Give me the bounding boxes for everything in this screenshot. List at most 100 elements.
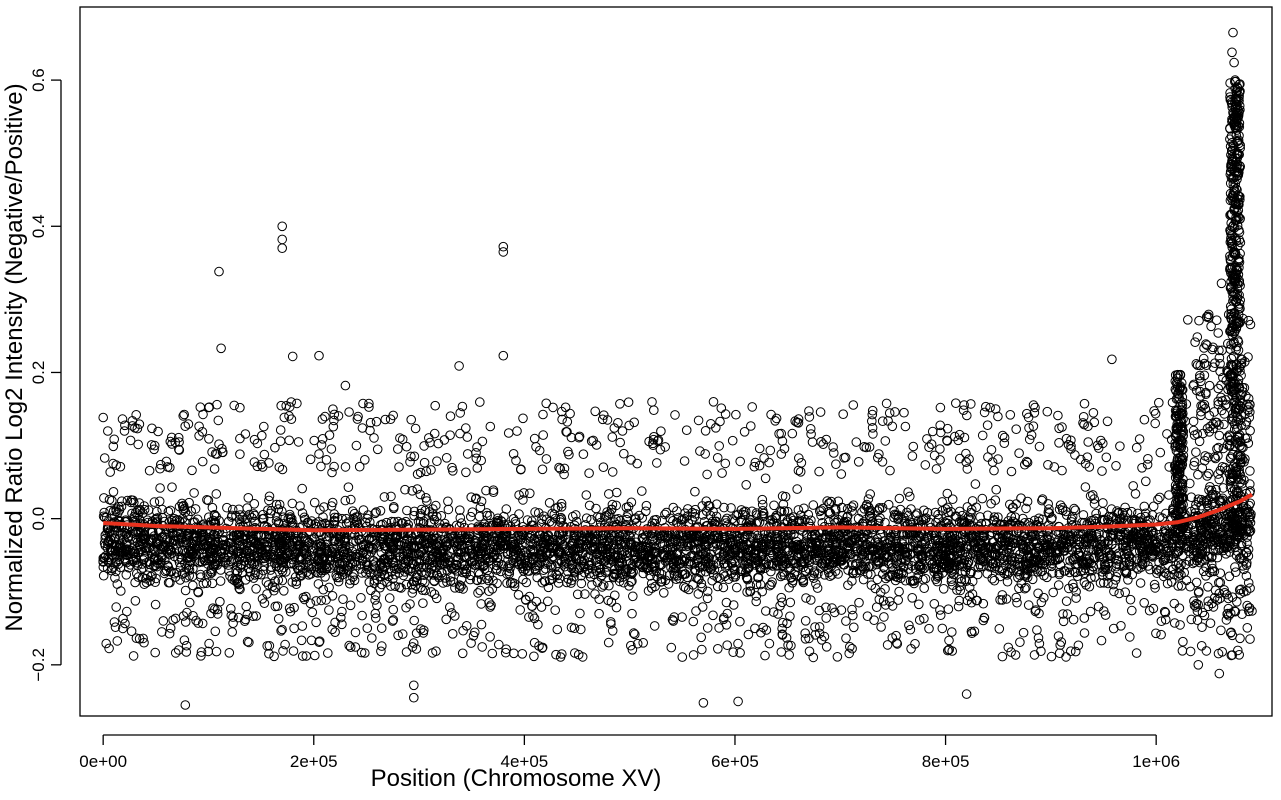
data-point	[234, 583, 244, 594]
data-point	[792, 570, 802, 581]
data-point	[546, 560, 556, 570]
data-point	[616, 567, 626, 577]
data-point	[626, 497, 637, 508]
data-point	[859, 532, 869, 543]
data-point	[227, 504, 238, 515]
data-point	[327, 591, 338, 601]
data-point	[742, 557, 753, 568]
data-point	[621, 502, 632, 513]
data-point	[421, 568, 432, 578]
data-point	[1071, 593, 1081, 603]
data-point	[706, 564, 717, 574]
data-point	[473, 588, 483, 598]
data-point	[408, 584, 418, 594]
data-point	[991, 484, 1002, 495]
data-point	[409, 506, 420, 517]
data-point	[287, 577, 298, 587]
data-point	[1085, 491, 1096, 501]
data-point	[766, 566, 776, 577]
data-point	[211, 489, 222, 499]
data-point	[349, 508, 360, 519]
data-point	[1044, 508, 1055, 519]
data-point	[132, 557, 142, 568]
data-point	[826, 496, 837, 507]
data-point	[363, 534, 374, 545]
data-point	[346, 494, 356, 505]
data-point	[586, 514, 596, 525]
data-point	[178, 545, 188, 555]
data-point	[796, 573, 807, 583]
data-point	[1073, 548, 1084, 558]
data-point	[370, 508, 380, 519]
data-point	[379, 492, 390, 502]
data-point	[777, 541, 788, 551]
data-point	[150, 599, 161, 610]
data-point	[596, 543, 606, 554]
data-point	[997, 565, 1007, 576]
data-point	[697, 582, 708, 593]
data-point	[1060, 535, 1070, 546]
data-point	[279, 586, 289, 596]
data-point	[267, 537, 278, 548]
data-point	[987, 562, 997, 572]
data-point	[905, 491, 915, 502]
data-point	[484, 597, 494, 608]
data-point	[897, 535, 907, 546]
data-point	[147, 570, 157, 581]
data-point	[889, 512, 899, 523]
data-point	[837, 502, 847, 513]
data-point	[1039, 549, 1049, 559]
data-point	[295, 552, 305, 563]
data-point	[157, 541, 167, 552]
data-point	[266, 562, 277, 572]
data-point	[1010, 552, 1020, 563]
data-point	[709, 570, 719, 580]
data-point	[189, 488, 199, 498]
points-layer	[98, 27, 1257, 710]
data-point	[600, 530, 611, 540]
data-point	[605, 508, 615, 519]
data-point	[513, 590, 524, 600]
data-point	[330, 617, 340, 628]
data-point	[1114, 588, 1124, 599]
data-point	[341, 518, 352, 529]
data-point	[571, 510, 581, 520]
data-point	[559, 561, 570, 572]
data-point	[590, 537, 601, 548]
data-point	[964, 526, 975, 536]
data-point	[167, 482, 177, 493]
data-point	[989, 575, 1000, 586]
data-point	[581, 513, 592, 524]
data-point	[606, 504, 617, 515]
data-point	[956, 574, 967, 584]
data-point	[708, 506, 718, 517]
data-point	[1017, 539, 1027, 550]
data-point	[611, 569, 622, 579]
data-point	[492, 536, 503, 546]
data-point	[1113, 532, 1124, 542]
data-point	[827, 570, 837, 580]
data-point	[1043, 507, 1054, 518]
data-point	[610, 570, 620, 580]
data-point	[753, 533, 763, 544]
data-point	[466, 492, 477, 503]
data-point	[491, 517, 502, 528]
data-point	[584, 500, 595, 511]
data-point	[861, 539, 871, 549]
data-point	[1118, 542, 1128, 553]
data-point	[798, 575, 809, 585]
data-point	[476, 574, 487, 585]
data-point	[129, 548, 139, 558]
data-point	[962, 502, 973, 512]
data-point	[825, 533, 835, 543]
data-point	[1173, 581, 1183, 591]
data-point	[934, 540, 945, 551]
data-point	[539, 542, 550, 552]
data-point	[907, 593, 918, 603]
data-point	[745, 581, 756, 591]
data-point	[425, 567, 435, 578]
data-point	[215, 576, 226, 586]
data-point	[477, 522, 488, 532]
data-point	[157, 504, 167, 515]
data-point	[932, 576, 943, 587]
